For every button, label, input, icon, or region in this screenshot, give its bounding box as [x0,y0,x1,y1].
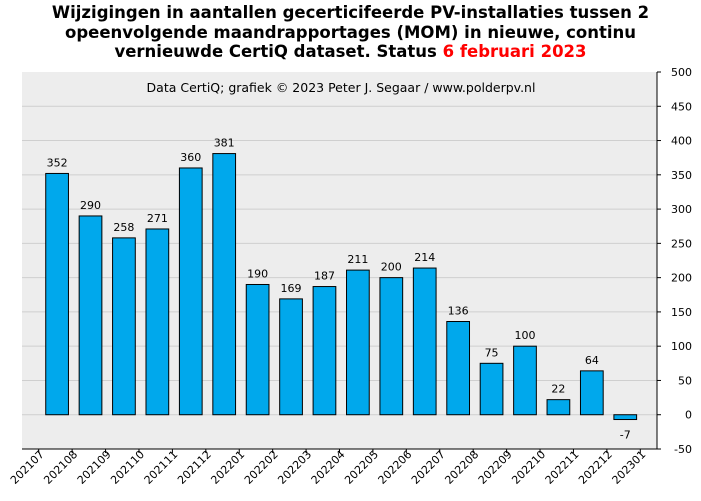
x-tick-label: 202208 [442,448,481,487]
data-label: 64 [585,354,599,367]
x-tick-label: 202203 [275,448,314,487]
x-tick-label: 202205 [342,448,381,487]
data-label: 271 [147,212,168,225]
bar [446,321,471,416]
bar [546,399,571,416]
data-label: -7 [620,429,631,442]
title-line-2: opeenvolgende maandrapportages (MOM) in … [64,22,636,42]
y-tick-label: 150 [671,306,692,319]
chart-credit: Data CertiQ; grafiek © 2023 Peter J. Seg… [147,80,536,95]
x-tick-label: 202108 [41,448,80,487]
title-status-date: 6 februari 2023 [442,42,587,61]
title-line-1: Wijzigingen in aantallen gecerticifeerde… [51,3,650,22]
x-tick-label: 202212 [576,448,615,487]
data-labels: 352 290 258 271 360 381 190 169 187 211 200 214 136 7… [47,137,631,442]
x-tick-label: 202206 [376,448,415,487]
y-tick-label: 50 [678,374,692,387]
bar [579,370,604,416]
y-tick-label: 400 [671,135,692,148]
data-label: 381 [214,137,235,150]
bar [513,345,537,416]
data-label: 352 [47,156,68,169]
x-tick-label: 202209 [476,448,515,487]
data-label: 290 [80,199,101,212]
data-label: 258 [113,221,134,234]
data-label: 22 [551,383,565,396]
bar [245,283,270,416]
bar [145,228,170,416]
y-tick-label: 500 [671,66,692,79]
bar [78,215,103,416]
data-label: 75 [485,346,499,359]
data-label: 360 [180,151,201,164]
bar [346,269,370,416]
x-tick-label: 202207 [409,448,448,487]
y-tick-label: 100 [671,340,692,353]
bar [279,298,303,416]
bars [45,153,638,421]
bar [479,362,504,416]
chart-title: Wijzigingen in aantallen gecerticifeerde… [0,3,701,62]
x-tick-label: 202202 [242,448,281,487]
bar [613,414,638,421]
data-label: 169 [281,282,302,295]
bar [312,286,337,416]
bar [212,153,237,416]
x-tick-label: 202201 [208,448,247,487]
y-tick-label: 250 [671,237,692,250]
data-label: 200 [381,261,402,274]
y-axis-ticks: -50 0 50 100 150 200 250 300 350 400 450 500 [657,66,692,456]
data-label: 100 [514,329,535,342]
data-label: 187 [314,270,335,283]
x-tick-label: 202110 [108,448,147,487]
y-tick-label: 0 [685,409,692,422]
x-tick-label: 202111 [142,448,181,487]
x-tick-label: 202109 [75,448,114,487]
bar [45,172,69,416]
x-tick-label: 202210 [509,448,548,487]
data-label: 214 [414,251,435,264]
x-tick-label: 202112 [175,448,214,487]
x-axis-ticks: 2021072021082021092021102021112021122022… [8,448,648,487]
title-line-3: vernieuwde CertiQ dataset. Status 6 febr… [0,42,701,62]
bar [112,237,136,416]
data-label: 211 [347,253,368,266]
x-tick-label: 202211 [543,448,582,487]
data-label: 136 [448,305,469,318]
x-tick-label: 202107 [8,448,47,487]
bar [379,277,404,416]
bar [178,167,203,416]
y-tick-label: 200 [671,272,692,285]
bar [412,267,437,416]
y-tick-label: -50 [674,443,692,456]
x-tick-label: 202204 [309,448,348,487]
title-line-3-text: vernieuwde CertiQ dataset. Status [114,42,443,61]
y-tick-label: 300 [671,203,692,216]
x-tick-label: 202301 [610,448,649,487]
data-label: 190 [247,267,268,280]
y-tick-label: 350 [671,169,692,182]
y-tick-label: 450 [671,100,692,113]
